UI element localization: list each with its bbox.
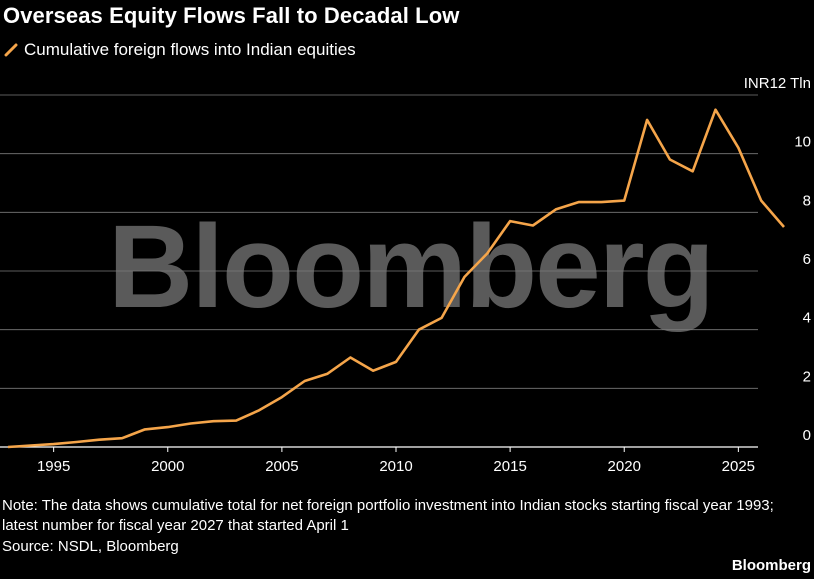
y-tick-label: 0 [803, 427, 811, 444]
y-tick-label: 4 [803, 310, 811, 327]
gridlines [0, 94, 758, 448]
x-tick-label: 2000 [151, 458, 184, 475]
x-tick-label: 2005 [265, 458, 298, 475]
x-tick-label: 1995 [37, 458, 70, 475]
y-axis-ticks: 0 2 4 6 8 10 INR12 Tln [744, 75, 811, 444]
y-tick-label: 10 [794, 134, 811, 151]
y-tick-label: 6 [803, 251, 811, 268]
legend: Cumulative foreign flows into Indian equ… [4, 40, 356, 60]
series-line-0 [7, 108, 785, 449]
x-tick-label: 2020 [608, 458, 641, 475]
line-chart: Bloomberg 0 2 4 6 8 10 INR12 Tln 1995 2000 2005 2… [0, 75, 811, 475]
x-tick-label: 2010 [379, 458, 412, 475]
y-tick-label: INR12 Tln [744, 75, 811, 92]
chart-title: Overseas Equity Flows Fall to Decadal Lo… [3, 3, 460, 28]
legend-label: Cumulative foreign flows into Indian equ… [24, 40, 356, 59]
x-axis-ticks: 1995 2000 2005 2010 2015 2020 2025 [37, 447, 755, 475]
chart-source: Source: NSDL, Bloomberg [2, 538, 179, 555]
chart-note: Note: The data shows cumulative total fo… [2, 497, 774, 534]
watermark-logo: Bloomberg [108, 201, 713, 333]
x-tick-label: 2025 [722, 458, 755, 475]
brand-logo: Bloomberg [731, 557, 811, 574]
legend-swatch-icon [4, 43, 18, 57]
x-tick-label: 2015 [493, 458, 526, 475]
series-group [7, 108, 785, 449]
y-tick-label: 8 [803, 192, 811, 209]
y-tick-label: 2 [803, 368, 811, 385]
